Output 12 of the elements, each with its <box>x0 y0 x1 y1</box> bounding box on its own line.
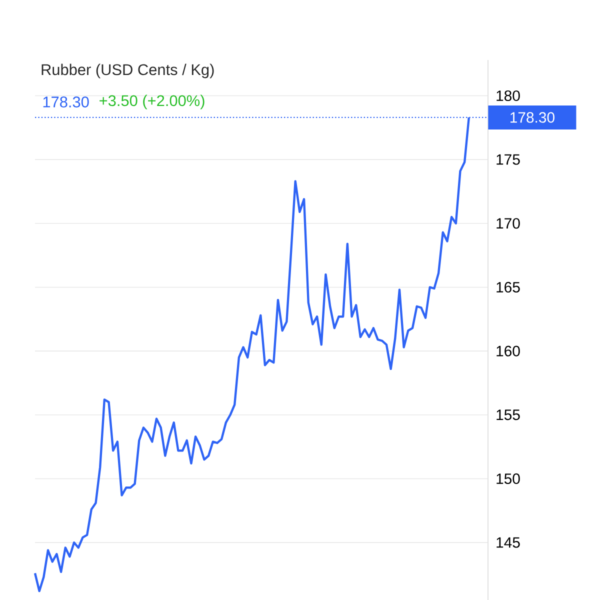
y-tick-label: 155 <box>496 410 520 420</box>
text: 178.30 <box>43 96 89 108</box>
y-tick-label: 165 <box>496 282 520 293</box>
ref-line-label: 178.30 <box>510 112 554 123</box>
y-tick-label: 145 <box>496 537 520 548</box>
y-tick-label: 160 <box>496 346 520 356</box>
y-tick-label: 180 <box>496 90 520 102</box>
y-tick-label: 170 <box>496 218 520 229</box>
annotation: +3.50 (+2.00%) <box>100 94 204 110</box>
y-tick-label: 175 <box>496 154 520 165</box>
y-tick-label: 150 <box>496 473 520 484</box>
chart-title: Rubber (USD Cents / Kg) <box>42 64 214 78</box>
